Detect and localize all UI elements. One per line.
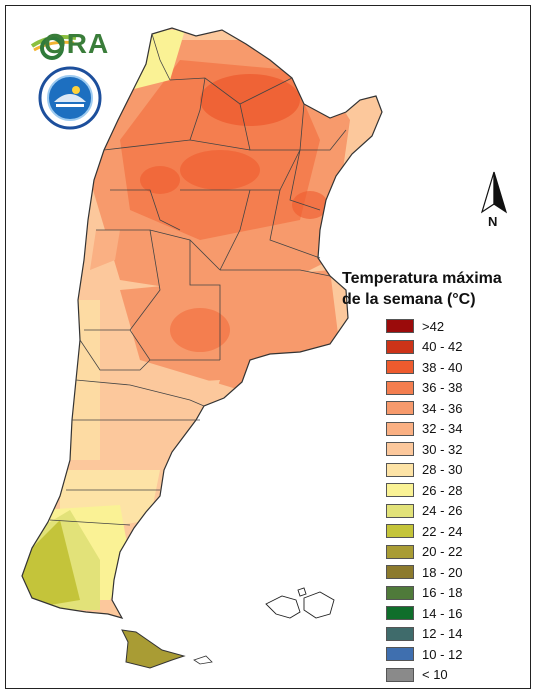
legend-label: 20 - 22 (422, 544, 463, 560)
legend-swatch (386, 667, 414, 682)
legend-title: Temperatura máxima de la semana (°C) (342, 268, 532, 310)
legend-label: 14 - 16 (422, 605, 463, 621)
legend-label: 40 - 42 (422, 339, 463, 355)
legend-item: 22 - 24 (386, 521, 462, 542)
legend-label: >42 (422, 318, 445, 334)
legend-label: 10 - 12 (422, 646, 463, 662)
legend-title-line2: de la semana (°C) (342, 291, 476, 308)
legend-label: 30 - 32 (422, 441, 463, 457)
legend: >42 40 - 42 38 - 40 36 - 38 34 - 36 32 - 34 30… (386, 316, 462, 685)
legend-item: 28 - 30 (386, 460, 462, 481)
smn-seal-icon (38, 66, 102, 130)
legend-swatch (386, 483, 414, 498)
legend-swatch (386, 319, 414, 334)
legend-item: 30 - 32 (386, 439, 462, 460)
legend-label: 38 - 40 (422, 359, 463, 375)
legend-item: 26 - 28 (386, 480, 462, 501)
legend-item: 38 - 40 (386, 357, 462, 378)
isla-de-los-estados (193, 655, 213, 665)
legend-item: 18 - 20 (386, 562, 462, 583)
legend-label: 34 - 36 (422, 400, 463, 416)
legend-label: 12 - 14 (422, 626, 463, 642)
legend-swatch (386, 544, 414, 559)
ora-logo-text: ORA (44, 28, 110, 59)
legend-swatch (386, 503, 414, 518)
legend-swatch (386, 626, 414, 641)
legend-item: < 10 (386, 665, 462, 686)
legend-swatch (386, 421, 414, 436)
malvinas-islands (265, 587, 335, 619)
legend-item: 24 - 26 (386, 501, 462, 522)
smn-seal (38, 66, 102, 130)
legend-swatch (386, 442, 414, 457)
legend-label: < 10 (422, 667, 448, 683)
legend-item: 14 - 16 (386, 603, 462, 624)
legend-swatch (386, 380, 414, 395)
legend-label: 32 - 34 (422, 421, 463, 437)
legend-label: 36 - 38 (422, 380, 463, 396)
legend-item: 16 - 18 (386, 583, 462, 604)
legend-swatch (386, 339, 414, 354)
legend-swatch (386, 647, 414, 662)
legend-label: 26 - 28 (422, 482, 463, 498)
legend-swatch (386, 606, 414, 621)
legend-item: >42 (386, 316, 462, 337)
legend-item: 34 - 36 (386, 398, 462, 419)
legend-item: 20 - 22 (386, 542, 462, 563)
legend-label: 24 - 26 (422, 503, 463, 519)
legend-item: 10 - 12 (386, 644, 462, 665)
legend-swatch (386, 585, 414, 600)
legend-item: 40 - 42 (386, 337, 462, 358)
legend-label: 28 - 30 (422, 462, 463, 478)
north-label: N (488, 214, 498, 229)
legend-item: 12 - 14 (386, 624, 462, 645)
legend-swatch (386, 360, 414, 375)
legend-label: 16 - 18 (422, 585, 463, 601)
legend-item: 32 - 34 (386, 419, 462, 440)
legend-title-line1: Temperatura máxima (342, 270, 502, 287)
legend-label: 18 - 20 (422, 564, 463, 580)
north-arrow (474, 170, 514, 232)
legend-swatch (386, 524, 414, 539)
tierra-del-fuego (121, 629, 186, 669)
legend-swatch (386, 462, 414, 477)
north-arrow-icon (480, 171, 508, 214)
province-borders (49, 33, 347, 526)
ora-logo-icon (30, 35, 77, 60)
legend-item: 36 - 38 (386, 378, 462, 399)
legend-label: 22 - 24 (422, 523, 463, 539)
legend-swatch (386, 401, 414, 416)
legend-swatch (386, 565, 414, 580)
ora-logo: ORA (30, 26, 110, 66)
